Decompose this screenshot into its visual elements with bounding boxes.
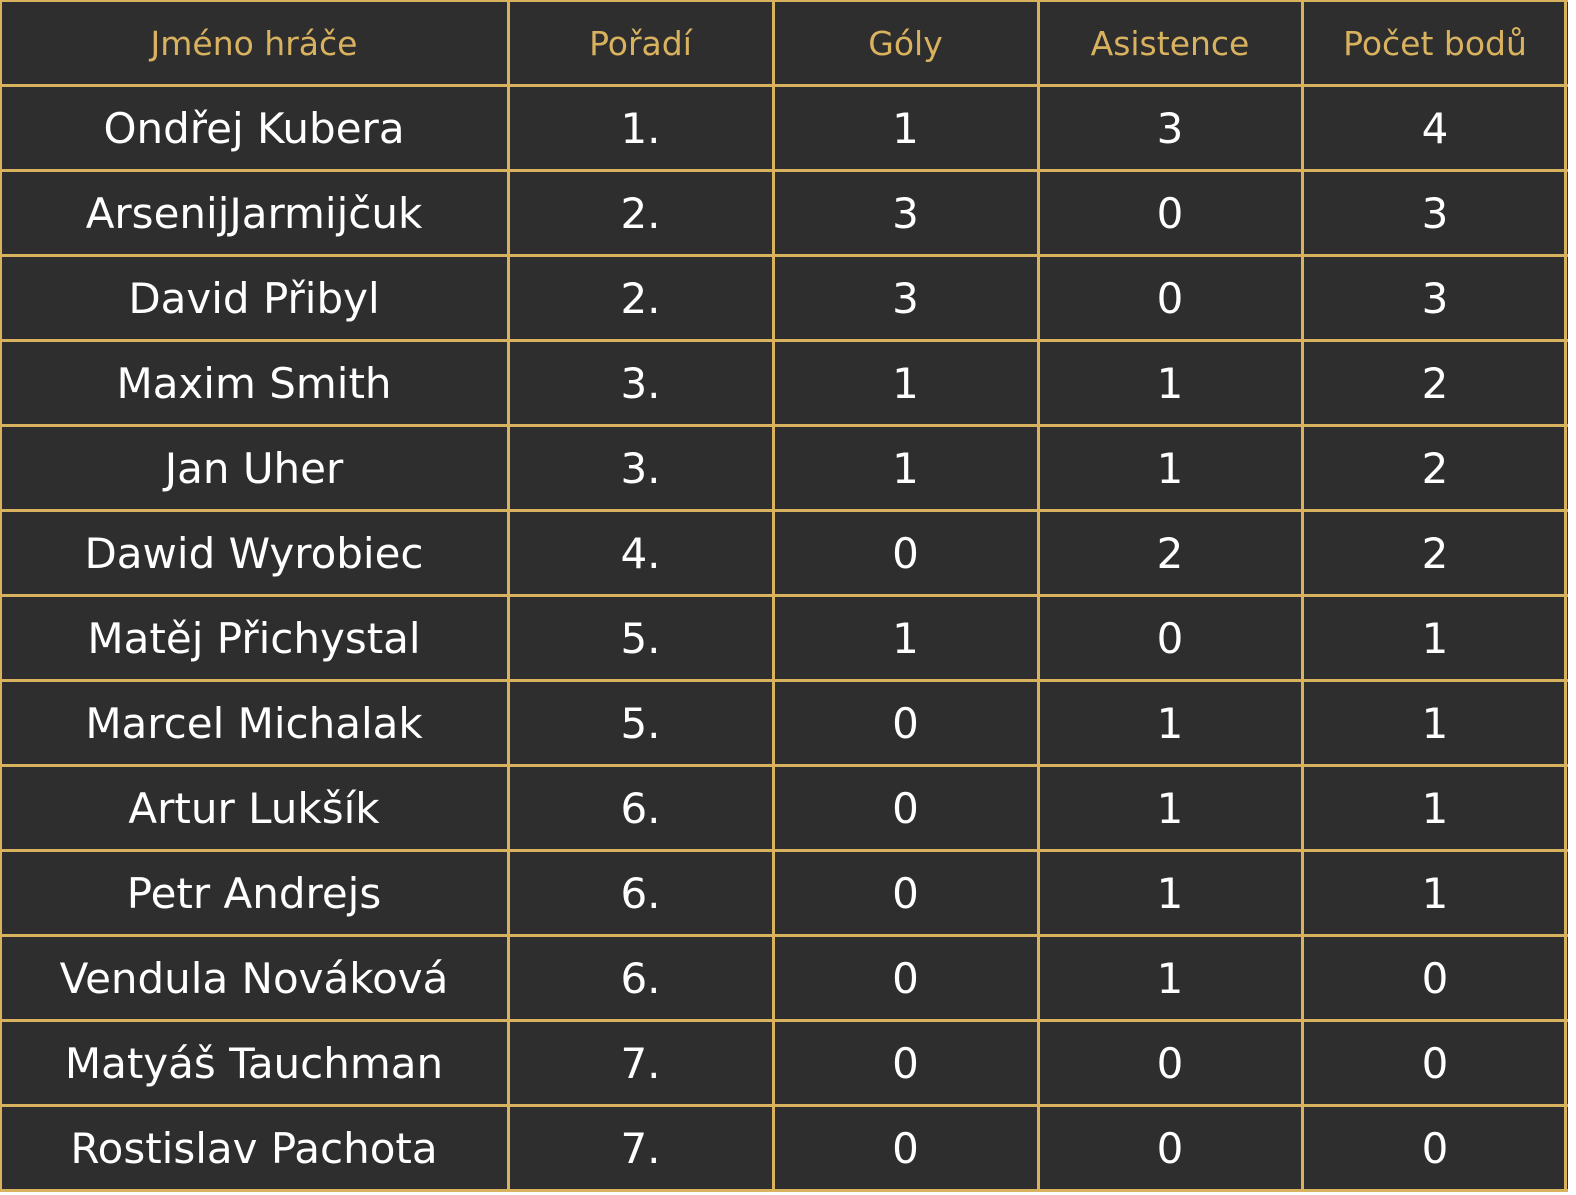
player-name: ArsenijJarmijčuk — [85, 189, 423, 238]
stat-cell: 2 — [1421, 359, 1449, 408]
stat-cell: 1 — [1421, 784, 1449, 833]
stat-cell: 1. — [620, 104, 661, 153]
stat-cell: 4 — [1421, 104, 1449, 153]
stat-cell: 3 — [892, 189, 919, 238]
stat-cell: 3 — [1156, 104, 1184, 153]
row-divider — [0, 0, 1568, 2]
stat-cell: 6. — [620, 869, 661, 918]
stat-cell: 1 — [1156, 444, 1184, 493]
row-divider — [0, 679, 1568, 682]
stat-cell: 3. — [620, 444, 661, 493]
player-name: Maxim Smith — [116, 359, 392, 408]
player-name: Matyáš Tauchman — [64, 1039, 444, 1088]
header-cell: Asistence — [1090, 23, 1250, 63]
stat-cell: 1 — [892, 614, 919, 663]
row-divider — [0, 1019, 1568, 1022]
row-divider — [0, 1189, 1568, 1192]
row-divider — [0, 169, 1568, 172]
stat-cell: 2. — [620, 189, 661, 238]
player-name: David Přibyl — [128, 274, 380, 323]
header-cell: Góly — [868, 23, 943, 63]
stat-cell: 0 — [1156, 1039, 1184, 1088]
player-name: Vendula Nováková — [59, 954, 449, 1003]
row-divider — [0, 934, 1568, 937]
stat-cell: 1 — [892, 104, 919, 153]
stat-cell: 0 — [892, 869, 919, 918]
player-name: Marcel Michalak — [85, 699, 423, 748]
stat-cell: 3. — [620, 359, 661, 408]
stat-cell: 2 — [1421, 444, 1449, 493]
row-divider — [0, 254, 1568, 257]
stat-cell: 5. — [620, 614, 661, 663]
player-name: Rostislav Pachota — [70, 1124, 438, 1173]
stat-cell: 2 — [1421, 529, 1449, 578]
player-name: Matěj Přichystal — [87, 614, 421, 663]
row-divider — [0, 84, 1568, 87]
stat-cell: 0 — [892, 954, 919, 1003]
stat-cell: 0 — [892, 1124, 919, 1173]
row-divider — [0, 849, 1568, 852]
player-name: Jan Uher — [164, 444, 344, 493]
stat-cell: 0 — [1421, 1124, 1449, 1173]
stat-cell: 7. — [620, 1039, 661, 1088]
header-cell: Jméno hráče — [150, 23, 358, 63]
stat-cell: 0 — [1156, 614, 1184, 663]
stat-cell: 0 — [1156, 274, 1184, 323]
player-name: Ondřej Kubera — [103, 104, 405, 153]
stat-cell: 1 — [1156, 954, 1184, 1003]
stat-cell: 3 — [1421, 189, 1449, 238]
stat-cell: 1 — [1421, 614, 1449, 663]
row-divider — [0, 424, 1568, 427]
stat-cell: 2. — [620, 274, 661, 323]
player-name: Artur Lukšík — [128, 784, 380, 833]
stat-cell: 1 — [892, 359, 919, 408]
stat-cell: 0 — [892, 699, 919, 748]
stat-cell: 0 — [1421, 954, 1449, 1003]
stat-cell: 6. — [620, 784, 661, 833]
stat-cell: 3 — [1421, 274, 1449, 323]
stat-cell: 0 — [1156, 1124, 1184, 1173]
stat-cell: 0 — [1156, 189, 1184, 238]
player-name: Petr Andrejs — [126, 869, 382, 918]
stat-cell: 2 — [1156, 529, 1184, 578]
stat-cell: 1 — [1421, 869, 1449, 918]
stat-cell: 1 — [1156, 699, 1184, 748]
row-divider — [0, 764, 1568, 767]
stat-cell: 1 — [1156, 359, 1184, 408]
stat-cell: 5. — [620, 699, 661, 748]
stat-cell: 0 — [1421, 1039, 1449, 1088]
stat-cell: 1 — [892, 444, 919, 493]
header-cell: Pořadí — [589, 23, 692, 63]
stat-cell: 3 — [892, 274, 919, 323]
stat-cell: 7. — [620, 1124, 661, 1173]
row-divider — [0, 339, 1568, 342]
row-divider — [0, 1104, 1568, 1107]
stat-cell: 0 — [892, 784, 919, 833]
stat-cell: 0 — [892, 529, 919, 578]
player-name: Dawid Wyrobiec — [84, 529, 424, 578]
stat-cell: 1 — [1156, 784, 1184, 833]
stat-cell: 1 — [1156, 869, 1184, 918]
stat-cell: 6. — [620, 954, 661, 1003]
stat-cell: 4. — [620, 529, 661, 578]
header-cell: Počet bodů — [1343, 23, 1527, 63]
row-divider — [0, 509, 1568, 512]
row-divider — [0, 594, 1568, 597]
stat-cell: 0 — [892, 1039, 919, 1088]
stat-cell: 1 — [1421, 699, 1449, 748]
